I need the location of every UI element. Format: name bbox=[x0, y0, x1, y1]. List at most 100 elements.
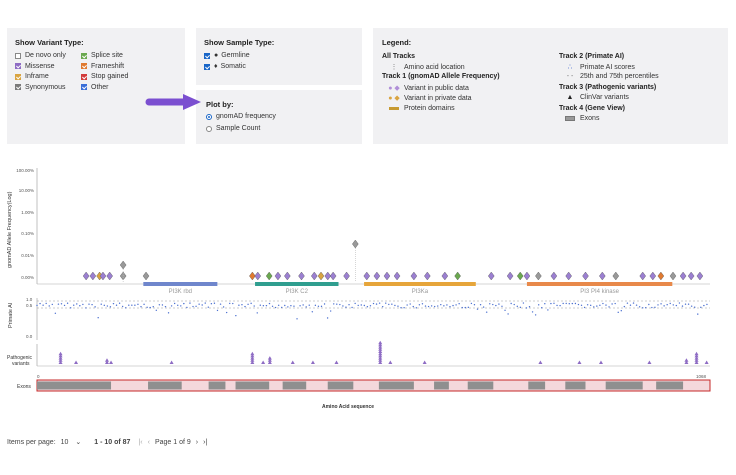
primate-score-point bbox=[537, 304, 540, 306]
primate-score-point bbox=[293, 305, 295, 307]
first-page-icon[interactable]: |‹ bbox=[138, 438, 143, 446]
primate-score-point bbox=[201, 304, 203, 306]
primate-score-point bbox=[611, 303, 613, 305]
variant-diamond bbox=[582, 271, 589, 281]
primate-score-point bbox=[152, 306, 154, 308]
legend-title: Legend: bbox=[382, 38, 412, 47]
primate-score-point bbox=[42, 304, 44, 306]
primate-score-point bbox=[244, 305, 246, 308]
sample-type-panel: Show Sample Type: ● Germline ♦ Somatic bbox=[196, 28, 362, 85]
primate-score-point bbox=[580, 304, 583, 307]
primate-score-point bbox=[167, 312, 170, 314]
germline-checkbox[interactable]: ● Germline bbox=[204, 52, 250, 59]
plot-by-gnomad-radio[interactable]: gnomAD frequency bbox=[206, 113, 276, 120]
variant-private-icon: ● ◆ bbox=[388, 95, 400, 102]
exon-block bbox=[148, 381, 182, 390]
primate-score-point bbox=[626, 302, 629, 304]
plot-by-title: Plot by: bbox=[206, 100, 234, 109]
variant-type-label: Inframe bbox=[25, 73, 49, 80]
variant-type-checkbox[interactable]: Stop gained bbox=[81, 73, 128, 80]
variant-type-checkbox[interactable]: Splice site bbox=[81, 52, 123, 59]
legend-exons: Exons bbox=[563, 115, 599, 122]
clinvar-variant-triangle bbox=[577, 360, 582, 364]
primate-score-point bbox=[516, 305, 518, 308]
variant-diamond bbox=[265, 271, 273, 281]
variant-type-checkbox[interactable]: Missense bbox=[15, 63, 55, 70]
clinvar-variant-triangle bbox=[684, 358, 689, 362]
primate-scores-icon: ∴ bbox=[567, 64, 573, 71]
primate-score-point bbox=[210, 303, 213, 305]
primate-score-point bbox=[675, 304, 678, 307]
variant-type-checkbox[interactable]: Other bbox=[81, 84, 109, 91]
x-axis-label: Amino Acid sequence bbox=[322, 404, 374, 410]
primate-score-point bbox=[562, 302, 564, 305]
primate-score-point bbox=[583, 306, 586, 309]
variant-public-icon: ● ◆ bbox=[388, 85, 400, 92]
variant-diamond bbox=[657, 271, 665, 281]
primate-score-point bbox=[36, 304, 38, 307]
primate-score-point bbox=[455, 304, 457, 306]
variant-diamond bbox=[535, 271, 542, 281]
primate-score-point bbox=[326, 317, 329, 319]
primate-score-point bbox=[271, 305, 274, 308]
primate-score-point bbox=[706, 303, 708, 306]
primate-score-point bbox=[247, 303, 249, 306]
primate-score-point bbox=[329, 310, 332, 312]
variant-type-checkbox[interactable]: Inframe bbox=[15, 73, 49, 80]
clinvar-variant-triangle bbox=[250, 353, 255, 358]
somatic-checkbox[interactable]: ♦ Somatic bbox=[204, 63, 246, 70]
exon-block bbox=[282, 381, 307, 390]
clinvar-variant-triangle bbox=[378, 351, 383, 356]
variant-type-checkbox[interactable]: Synonymous bbox=[15, 84, 65, 91]
last-page-icon[interactable]: ›| bbox=[203, 438, 208, 446]
primate-score-point bbox=[238, 304, 240, 306]
primate-score-point bbox=[485, 311, 488, 313]
exon-end-label: 1068 bbox=[696, 374, 707, 379]
primate-score-point bbox=[204, 302, 206, 304]
primate-score-point bbox=[149, 306, 151, 309]
plot-by-sample-count-radio[interactable]: Sample Count bbox=[206, 125, 260, 132]
primate-score-point bbox=[339, 303, 341, 306]
clinvar-variant-triangle bbox=[684, 360, 689, 364]
primate-score-point bbox=[222, 306, 225, 308]
next-page-icon[interactable]: › bbox=[195, 438, 199, 446]
protein-domain-label: PI3Ka bbox=[412, 289, 429, 295]
variant-type-checkbox[interactable]: Frameshift bbox=[81, 63, 124, 70]
items-per-page-select[interactable]: 10 ⌄ bbox=[60, 439, 82, 446]
primate-score-point bbox=[170, 305, 173, 307]
primate-score-point bbox=[366, 306, 369, 308]
primate-score-point bbox=[635, 304, 638, 306]
primate-score-point bbox=[229, 302, 231, 305]
variant-type-checkbox[interactable]: De novo only bbox=[15, 52, 66, 59]
clinvar-variant-triangle bbox=[378, 345, 383, 349]
clinvar-variant-triangle bbox=[598, 360, 603, 364]
primate-score-point bbox=[449, 306, 451, 308]
primate-score-point bbox=[225, 311, 228, 314]
percentile-dash-icon: - - bbox=[566, 73, 574, 80]
primate-score-point bbox=[39, 302, 41, 305]
primate-score-point bbox=[651, 306, 653, 309]
legend-percentiles: - -25th and 75th percentiles bbox=[563, 73, 659, 80]
clinvar-variant-triangle bbox=[109, 360, 114, 364]
primate-score-point bbox=[522, 302, 525, 304]
primate-score-point bbox=[473, 304, 476, 306]
variant-diamond bbox=[669, 271, 677, 281]
primate-score-point bbox=[510, 302, 512, 305]
primate-score-point bbox=[94, 306, 96, 308]
clinvar-variant-triangle bbox=[334, 360, 339, 364]
clinvar-variant-triangle bbox=[104, 358, 109, 362]
primate-score-point bbox=[213, 302, 216, 304]
y-tick-label: 0.01% bbox=[21, 253, 34, 258]
primate-score-point bbox=[336, 303, 338, 305]
variant-diamond bbox=[119, 260, 127, 270]
primate-score-point bbox=[394, 304, 396, 307]
primate-score-point bbox=[73, 304, 75, 306]
clinvar-variant-triangle bbox=[378, 358, 383, 362]
protein-domain-label: PI3K C2 bbox=[286, 289, 309, 295]
prev-page-icon[interactable]: ‹ bbox=[147, 438, 150, 446]
primate-score-point bbox=[571, 302, 574, 305]
primate-score-point bbox=[311, 311, 314, 313]
primate-score-point bbox=[186, 306, 188, 309]
primate-score-point bbox=[596, 305, 598, 307]
primate-score-point bbox=[198, 303, 200, 305]
